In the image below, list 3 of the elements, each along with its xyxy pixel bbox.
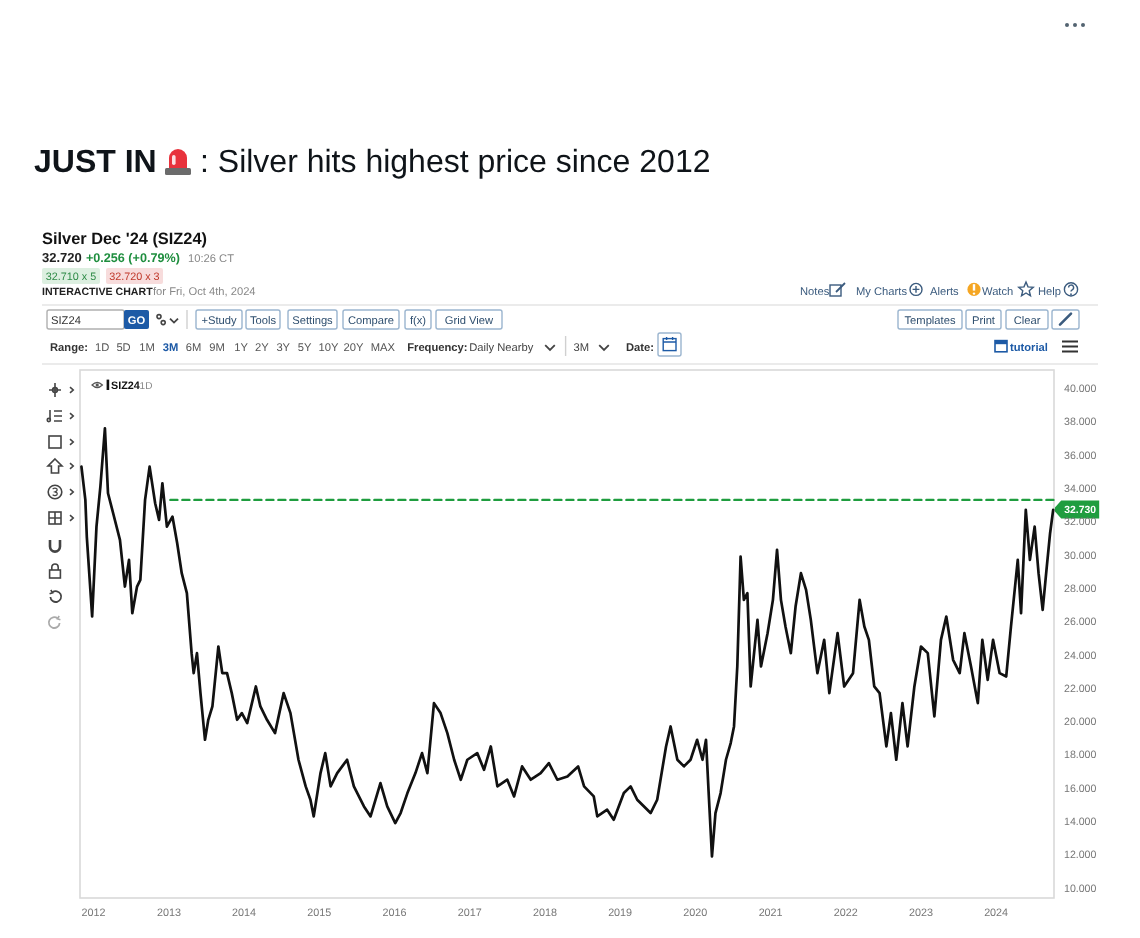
chart-title: Silver Dec '24 (SIZ24) (42, 230, 208, 248)
text: : Silver hits highest price since 2012 (200, 146, 711, 180)
text: JUST IN (34, 146, 157, 180)
